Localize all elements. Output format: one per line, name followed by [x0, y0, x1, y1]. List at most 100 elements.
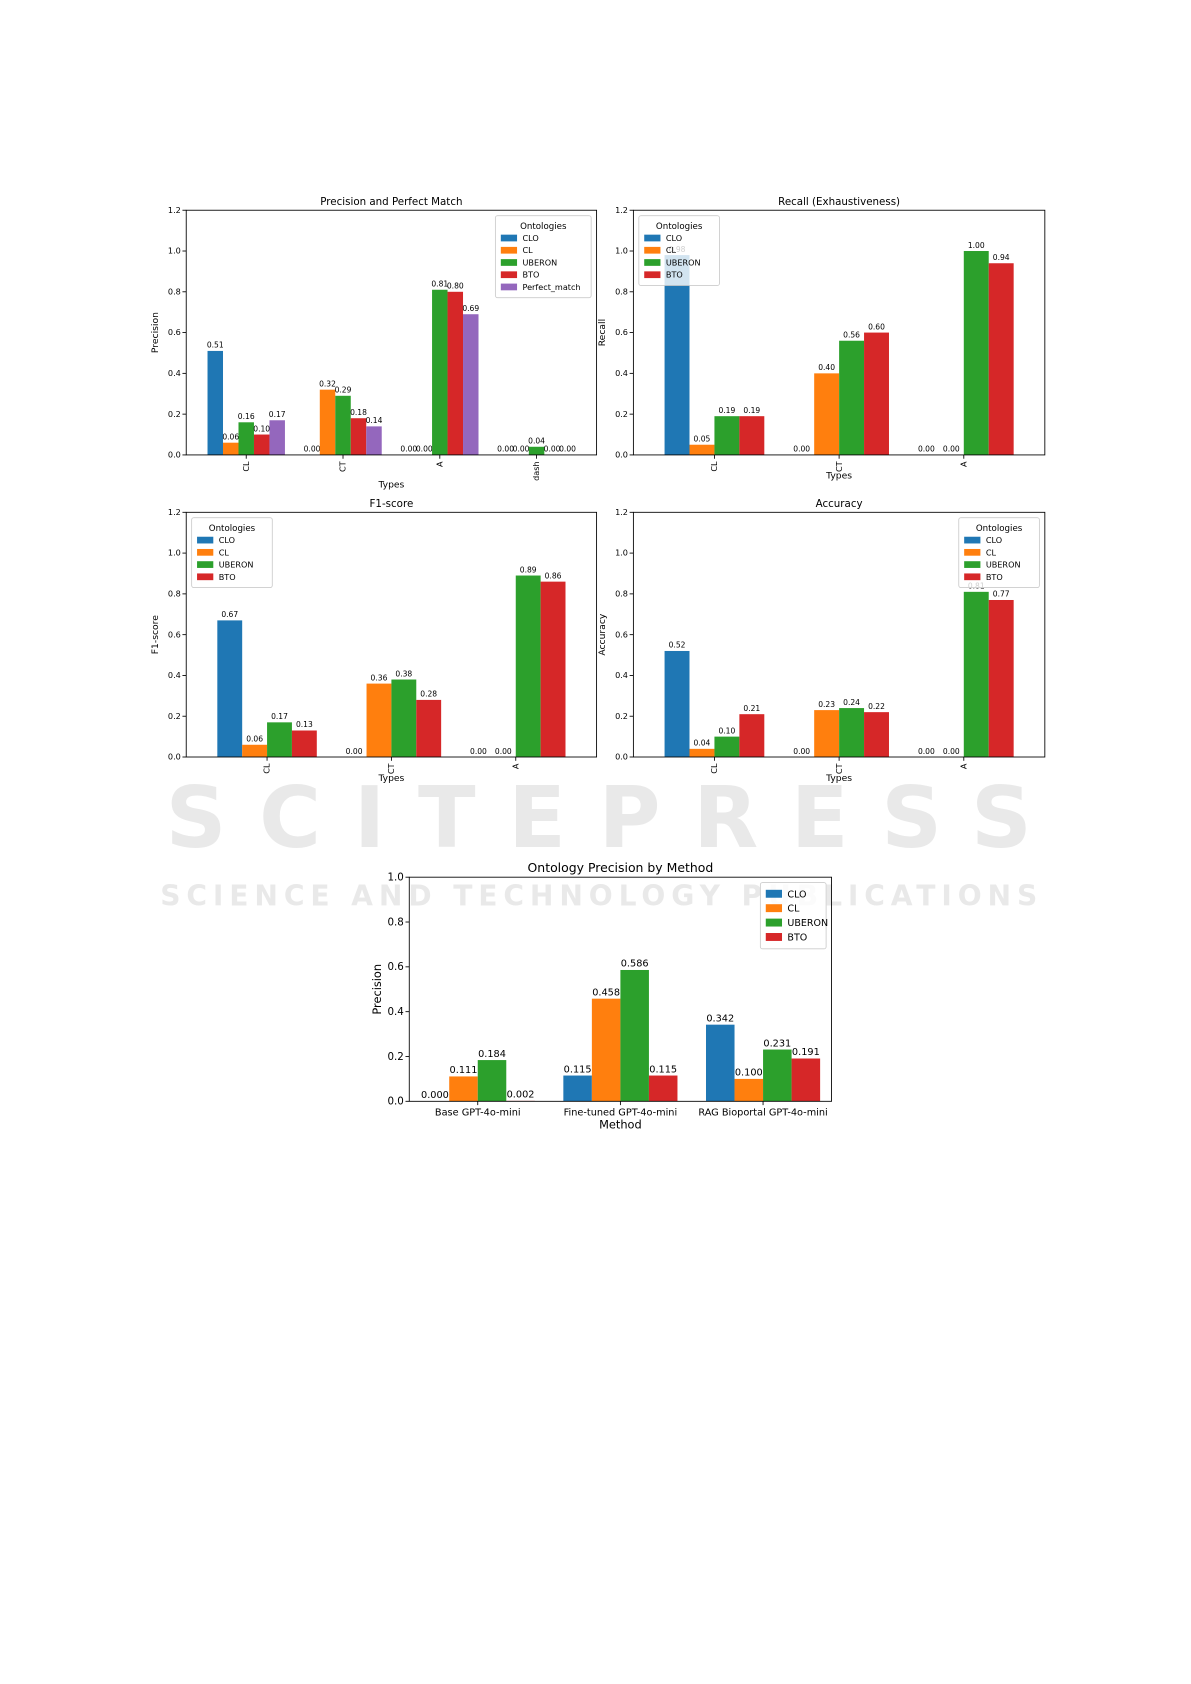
x-tick-label: CT — [338, 461, 348, 472]
value-label: 0.60 — [868, 322, 885, 331]
value-label: 0.14 — [366, 416, 383, 425]
y-tick-label: 1.2 — [615, 507, 628, 517]
legend-label: CLO — [219, 535, 235, 545]
legend-swatch — [500, 259, 518, 266]
value-label: 0.00 — [304, 445, 321, 454]
legend-swatch — [964, 561, 981, 568]
legend-title: Ontologies — [520, 222, 567, 232]
bar — [477, 1060, 507, 1102]
chart: Ontology Precision by Method 0.0 0.2 0.4 0.6… — [370, 860, 832, 1131]
legend-swatch — [964, 536, 981, 544]
legend-label: CLO — [986, 535, 1002, 545]
value-label: 1.00 — [968, 241, 985, 250]
bar — [620, 969, 649, 1102]
value-label: 0.458 — [592, 987, 620, 998]
value-label: 0.586 — [621, 959, 649, 970]
value-label: 0.51 — [207, 341, 224, 350]
value-label: 0.32 — [319, 379, 336, 388]
bar — [449, 1076, 478, 1102]
y-tick-label: 1.0 — [615, 548, 628, 558]
value-label: 0.21 — [743, 704, 760, 713]
legend-swatch — [644, 259, 661, 266]
y-tick-label: 0.8 — [168, 589, 181, 599]
value-label: 0.28 — [420, 690, 437, 699]
chart: Precision and Perfect Match 0.0 0.2 0.4 0.6 0… — [150, 196, 598, 490]
value-label: 0.24 — [843, 698, 860, 707]
x-tick-label: CL — [709, 461, 719, 472]
value-label: 0.115 — [564, 1064, 592, 1075]
bar — [864, 712, 889, 758]
y-tick-label: 1.0 — [615, 246, 628, 256]
legend-label: UBERON — [219, 560, 254, 570]
chart-title: Recall (Exhaustiveness) — [778, 196, 900, 208]
value-label: 0.10 — [718, 726, 735, 735]
legend-swatch — [765, 904, 783, 913]
legend-label: CLO — [666, 233, 682, 243]
y-tick-label: 1.2 — [615, 205, 628, 215]
x-tick-label: CL — [262, 763, 272, 774]
y-tick-label: 0.8 — [168, 286, 181, 296]
bar — [839, 340, 865, 455]
value-label: 0.00 — [559, 445, 576, 454]
bar — [540, 581, 566, 758]
legend-swatch — [644, 234, 661, 242]
value-label: 0.00 — [793, 445, 810, 454]
x-tick-label: A — [434, 461, 444, 467]
value-label: 0.00 — [495, 747, 512, 756]
y-tick-label: 0.4 — [168, 670, 181, 680]
value-label: 0.05 — [694, 434, 711, 443]
value-label: 0.23 — [818, 700, 835, 709]
y-tick-label: 0.2 — [615, 711, 628, 721]
bar — [447, 291, 464, 455]
y-tick-label: 1.0 — [388, 872, 404, 884]
x-axis-label: Types — [825, 471, 852, 482]
y-tick-label: 0.0 — [168, 450, 181, 460]
value-label: 0.10 — [253, 424, 270, 433]
legend-swatch — [197, 573, 214, 581]
bar — [763, 1049, 792, 1102]
bar — [664, 650, 690, 758]
value-label: 0.00 — [918, 747, 935, 756]
value-label: 0.00 — [513, 445, 530, 454]
bar — [432, 289, 448, 455]
legend-swatch — [644, 246, 661, 254]
y-tick-label: 0.0 — [388, 1096, 404, 1108]
x-tick-label: RAG Bioportal GPT-4o-mini — [698, 1107, 827, 1118]
value-label: 0.80 — [447, 282, 464, 291]
legend-label: BTO — [986, 572, 1003, 582]
value-label: 0.67 — [221, 610, 238, 619]
bar — [291, 730, 317, 758]
value-label: 0.184 — [478, 1049, 506, 1060]
legend-swatch — [964, 573, 981, 581]
y-tick-label: 0.6 — [615, 629, 628, 639]
value-label: 0.17 — [269, 410, 286, 419]
legend-swatch — [644, 271, 661, 279]
legend-swatch — [964, 548, 981, 556]
chart: Recall (Exhaustiveness) 0.0 0.2 0.4 0.6 0.8 1.… — [597, 196, 1046, 482]
x-tick-label: CL — [709, 763, 719, 774]
value-label: 0.19 — [718, 406, 735, 415]
bar — [591, 998, 621, 1102]
bar — [705, 1024, 735, 1102]
value-label: 0.86 — [545, 571, 562, 580]
bar — [864, 332, 889, 455]
x-axis-label: Types — [377, 773, 404, 784]
y-axis-label: Precision — [150, 312, 161, 353]
bar — [269, 420, 285, 455]
bar — [689, 748, 715, 758]
bar — [515, 575, 541, 758]
legend-label: CL — [787, 904, 800, 915]
value-label: 0.56 — [843, 330, 860, 339]
bar — [416, 699, 442, 758]
legend-title: Ontologies — [976, 524, 1023, 534]
value-label: 0.22 — [868, 702, 885, 711]
bar — [366, 683, 392, 758]
plot-frame — [632, 511, 1046, 758]
value-label: 0.00 — [793, 747, 810, 756]
bar — [734, 1078, 764, 1102]
bar — [963, 591, 989, 758]
bar — [267, 722, 292, 758]
legend-label: CL — [986, 547, 997, 557]
y-tick-label: 0.8 — [615, 589, 628, 599]
y-tick-label: 0.6 — [615, 327, 628, 337]
